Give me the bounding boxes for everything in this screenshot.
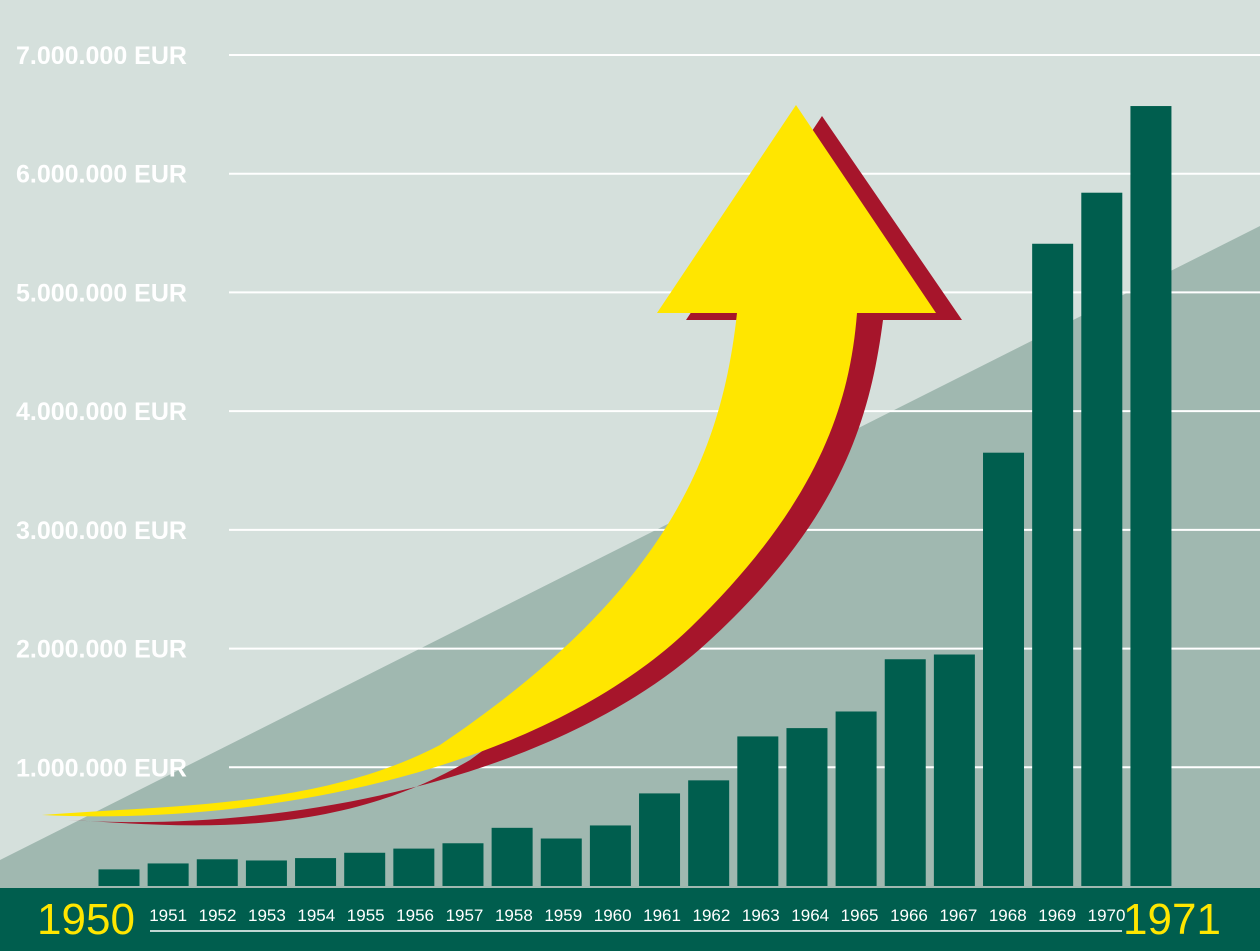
x-tick-label: 1962: [693, 906, 731, 925]
x-tick-label: 1957: [446, 906, 484, 925]
bar-1952: [196, 859, 238, 886]
x-tick-label: 1955: [347, 906, 385, 925]
bar-1971: [1130, 106, 1172, 887]
x-axis-tick-labels: 1950 1951 1952 1953 1954 1955 1956 1957 1958 1959…: [37, 895, 1221, 944]
y-tick-label: 1.000.000 EUR: [16, 754, 187, 782]
x-tick-label: 1965: [841, 906, 879, 925]
x-tick-label: 1966: [890, 906, 928, 925]
bar-1953: [245, 860, 287, 886]
x-axis-band: [0, 888, 1260, 951]
bar-1966: [884, 659, 926, 886]
bar-1958: [491, 827, 533, 886]
x-tick-label: 1970: [1088, 906, 1126, 925]
y-tick-label: 7.000.000 EUR: [16, 42, 187, 70]
x-tick-label: 1961: [643, 906, 681, 925]
x-tick-label: 1950: [37, 895, 135, 944]
x-tick-label: 1952: [199, 906, 237, 925]
x-tick-label: 1951: [149, 906, 187, 925]
growth-arrow-body: [42, 105, 936, 817]
x-tick-label: 1963: [742, 906, 780, 925]
x-tick-label: 1953: [248, 906, 286, 925]
x-tick-label: 1956: [396, 906, 434, 925]
y-tick-label: 2.000.000 EUR: [16, 636, 187, 664]
x-tick-label: 1959: [544, 906, 582, 925]
bar-1962: [688, 780, 730, 886]
x-tick-label: 1960: [594, 906, 632, 925]
bar-1957: [442, 843, 484, 886]
x-tick-label: 1954: [297, 906, 335, 925]
bar-1965: [835, 711, 877, 886]
x-tick-label: 1964: [791, 906, 829, 925]
bars: [98, 106, 1172, 887]
bar-1963: [737, 736, 779, 886]
x-tick-label: 1958: [495, 906, 533, 925]
bar-1959: [540, 838, 582, 886]
bar-1951: [147, 863, 189, 886]
y-axis-tick-labels: 1.000.000 EUR 2.000.000 EUR 3.000.000 EUR 4…: [16, 42, 187, 782]
bar-1960: [589, 825, 631, 886]
bar-1954: [295, 858, 337, 886]
x-tick-label: 1971: [1123, 895, 1221, 944]
y-tick-label: 6.000.000 EUR: [16, 161, 187, 189]
growth-arrow-icon: [42, 105, 962, 826]
bar-1970: [1081, 192, 1123, 887]
bar-1964: [786, 728, 828, 886]
y-tick-label: 3.000.000 EUR: [16, 517, 187, 545]
bar-1955: [344, 852, 386, 886]
bar-1969: [1032, 243, 1074, 886]
x-tick-label: 1967: [939, 906, 977, 925]
x-tick-label: 1969: [1038, 906, 1076, 925]
x-tick-label: 1968: [989, 906, 1027, 925]
bar-1956: [393, 848, 435, 886]
bar-1950: [98, 869, 140, 886]
bar-1967: [933, 654, 975, 886]
bar-1961: [639, 793, 681, 886]
y-tick-label: 5.000.000 EUR: [16, 279, 187, 307]
bar-1968: [983, 452, 1025, 886]
y-tick-label: 4.000.000 EUR: [16, 398, 187, 426]
